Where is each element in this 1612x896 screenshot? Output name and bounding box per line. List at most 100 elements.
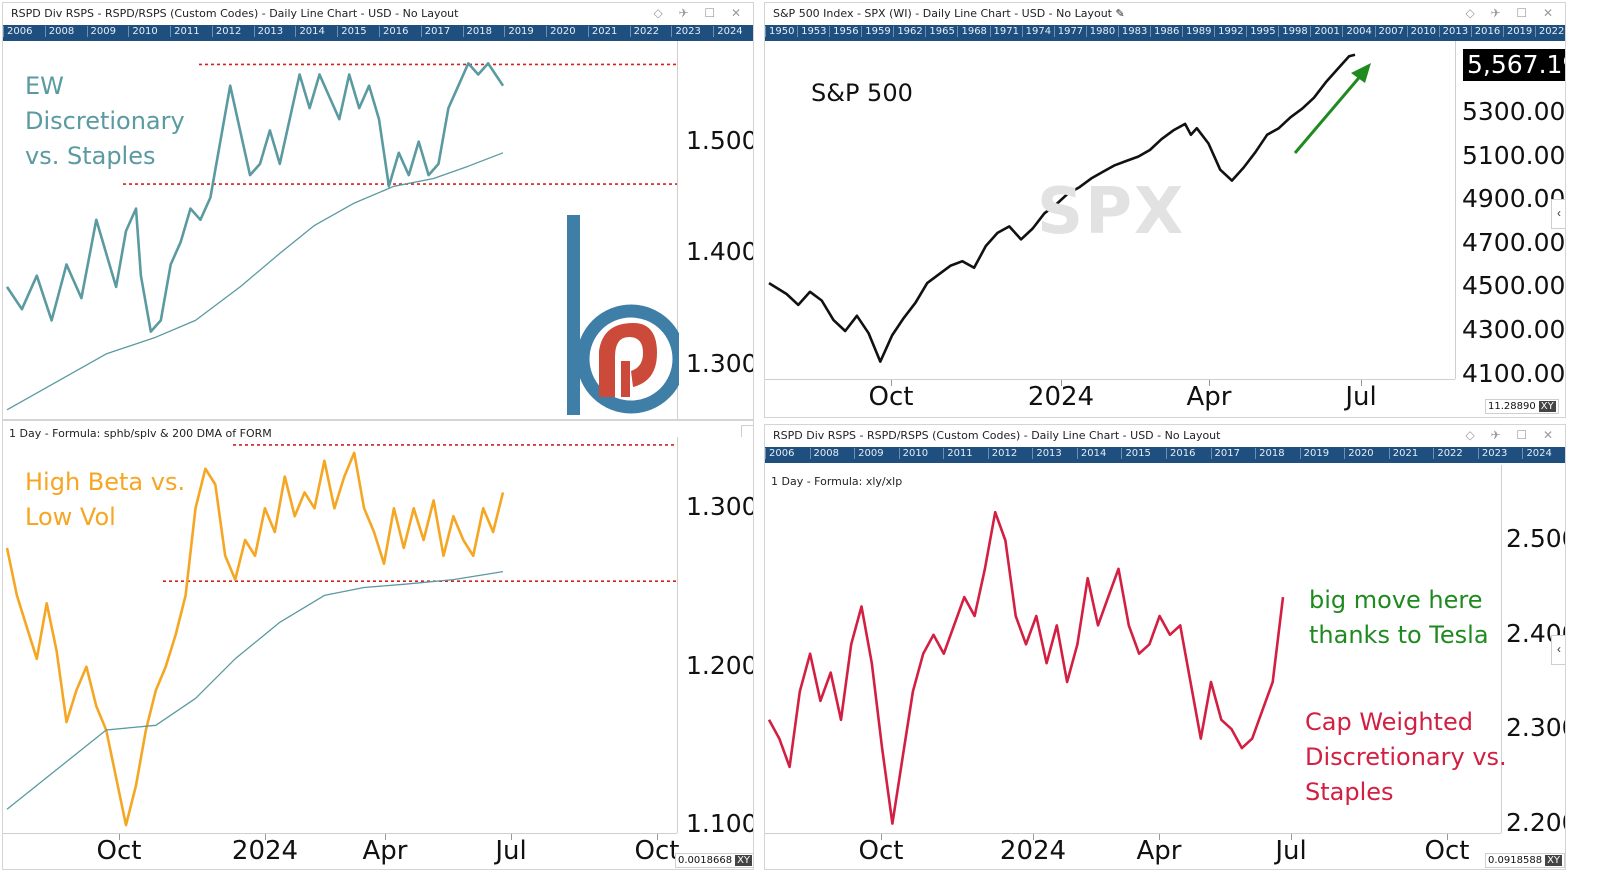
watermark-spx: SPX: [1037, 175, 1186, 249]
strip-year-label[interactable]: 1989: [1182, 26, 1211, 37]
strip-year-label[interactable]: 2006: [765, 448, 794, 459]
window-controls[interactable]: ◇ ✈ ☐ ✕: [1465, 6, 1559, 20]
strip-year-label[interactable]: 1959: [861, 26, 891, 37]
x-tick-label: Jul: [1275, 836, 1307, 866]
xy-value: 11.28890: [1488, 401, 1536, 412]
strip-year-label[interactable]: 2010: [1406, 26, 1436, 37]
strip-year-label[interactable]: 2015: [1121, 448, 1151, 459]
strip-year-label[interactable]: 2014: [1076, 448, 1106, 459]
y-tick-label: 2.300: [1506, 713, 1565, 743]
y-tick-label: 2.500: [1506, 524, 1565, 554]
strip-year-label[interactable]: 2024: [1522, 448, 1552, 459]
strip-year-label[interactable]: 2010: [128, 26, 158, 37]
strip-year-label[interactable]: 2019: [1502, 26, 1532, 37]
strip-year-label[interactable]: 1971: [989, 26, 1019, 37]
collapse-arrow-button[interactable]: ‹: [1551, 635, 1565, 665]
strip-year-label[interactable]: 2013: [1032, 448, 1062, 459]
strip-year-label[interactable]: 1974: [1021, 26, 1051, 37]
strip-year-label[interactable]: 1965: [925, 26, 955, 37]
edit-icon[interactable]: ✎: [1115, 7, 1125, 20]
x-tick-label: Apr: [1136, 836, 1182, 866]
xy-value: 0.0918588: [1488, 855, 1543, 866]
strip-year-label[interactable]: 2013: [253, 26, 283, 37]
chart-high-beta-vs-low-vol: [5, 444, 677, 827]
strip-year-label[interactable]: 1953: [797, 26, 827, 37]
strip-year-label[interactable]: 1968: [957, 26, 987, 37]
strip-year-label[interactable]: 2020: [1344, 448, 1374, 459]
strip-year-label[interactable]: 2010: [898, 448, 928, 459]
xy-readout[interactable]: 11.28890 XY: [1485, 399, 1559, 414]
strip-year-label[interactable]: 2011: [170, 26, 200, 37]
strip-year-label[interactable]: 2008: [809, 448, 839, 459]
strip-year-label[interactable]: 2020: [546, 26, 576, 37]
strip-year-label[interactable]: 2011: [943, 448, 973, 459]
strip-year-label[interactable]: 1950: [765, 26, 794, 37]
strip-year-label[interactable]: 2016: [1470, 26, 1500, 37]
strip-year-label[interactable]: 2021: [587, 26, 617, 37]
strip-year-label[interactable]: 2017: [1210, 448, 1240, 459]
strip-year-label[interactable]: 2017: [420, 26, 450, 37]
strip-year-label[interactable]: 1983: [1117, 26, 1147, 37]
strip-year-label[interactable]: 1998: [1278, 26, 1308, 37]
panel-ew-discretionary: RSPD Div RSPS - RSPD/RSPS (Custom Codes)…: [2, 2, 754, 420]
annotation-line: Low Vol: [25, 503, 116, 531]
strip-year-label[interactable]: 2006: [3, 26, 32, 37]
strip-year-label[interactable]: 2009: [854, 448, 884, 459]
strip-year-label[interactable]: 2022: [629, 26, 659, 37]
strip-year-label[interactable]: 2021: [1388, 448, 1418, 459]
strip-year-label[interactable]: 1962: [893, 26, 923, 37]
strip-year-label[interactable]: 2009: [86, 26, 116, 37]
green-arrow-head-icon: [1351, 63, 1371, 83]
annotation-line: Staples: [1305, 778, 1394, 806]
x-axis: Oct 2024 Apr Jul Oct: [3, 833, 679, 869]
formula-subtitle: 1 Day - Formula: xly/xlp: [771, 475, 903, 488]
series-line: [767, 510, 1285, 825]
panel-title: S&P 500 Index - SPX (WI) - Daily Line Ch…: [765, 3, 1565, 25]
xy-readout[interactable]: 0.0018668 XY: [675, 853, 753, 868]
window-controls[interactable]: ◇ ✈ ☐ ✕: [1465, 428, 1559, 442]
strip-year-label[interactable]: 1977: [1053, 26, 1083, 37]
strip-year-label[interactable]: 2016: [379, 26, 408, 37]
xy-readout[interactable]: 0.0918588 XY: [1485, 853, 1565, 868]
strip-year-label[interactable]: 2013: [1438, 26, 1468, 37]
strip-year-label[interactable]: 2018: [462, 26, 492, 37]
year-navigator-strip[interactable]: 1950 1953 1956 1959 1962 1965 1968 1971 1974 1977…: [765, 25, 1565, 41]
strip-year-label[interactable]: 2004: [1342, 26, 1372, 37]
strip-year-label[interactable]: 2022: [1433, 448, 1463, 459]
strip-year-label[interactable]: 2022: [1534, 26, 1564, 37]
strip-year-label[interactable]: 1986: [1149, 26, 1179, 37]
strip-year-label[interactable]: 1992: [1214, 26, 1244, 37]
strip-year-label[interactable]: 2001: [1310, 26, 1340, 37]
strip-year-label[interactable]: 2018: [1255, 448, 1285, 459]
year-navigator-strip[interactable]: 2006 2008 2009 2010 2011 2012 2013 2014 2015 2016…: [765, 447, 1565, 463]
year-navigator-strip[interactable]: 2006 2008 2009 2010 2011 2012 2013 2014 2015 2016…: [3, 25, 753, 41]
strip-year-label[interactable]: 2019: [504, 26, 534, 37]
x-tick-label: Oct: [868, 382, 914, 412]
strip-year-label[interactable]: 1995: [1246, 26, 1276, 37]
x-tick-mark: [119, 834, 120, 840]
y-tick-label: 4900.00: [1462, 184, 1566, 214]
chart-xly-vs-xlp: [767, 510, 1285, 825]
y-tick-label: 2.200: [1506, 807, 1565, 837]
annotation-line: Discretionary vs.: [1305, 743, 1507, 771]
strip-year-label[interactable]: 2014: [295, 26, 325, 37]
panel-sp500: S&P 500 Index - SPX (WI) - Daily Line Ch…: [764, 2, 1566, 418]
y-tick-label: 1.100: [686, 809, 754, 839]
strip-year-label[interactable]: 2023: [671, 26, 701, 37]
x-tick-mark: [1291, 834, 1292, 840]
strip-year-label[interactable]: 2024: [713, 26, 743, 37]
strip-year-label[interactable]: 1956: [829, 26, 859, 37]
strip-year-label[interactable]: 2012: [211, 26, 241, 37]
strip-year-label[interactable]: 2016: [1166, 448, 1195, 459]
strip-year-label[interactable]: 2012: [987, 448, 1017, 459]
series-line: [5, 62, 505, 333]
x-tick-mark: [1061, 380, 1062, 386]
strip-year-label[interactable]: 1980: [1085, 26, 1115, 37]
strip-year-label[interactable]: 2019: [1299, 448, 1329, 459]
strip-year-label[interactable]: 2023: [1477, 448, 1507, 459]
strip-year-label[interactable]: 2007: [1374, 26, 1404, 37]
collapse-arrow-button[interactable]: ‹: [1551, 199, 1565, 229]
strip-year-label[interactable]: 2015: [337, 26, 367, 37]
strip-year-label[interactable]: 2008: [44, 26, 74, 37]
window-controls[interactable]: ◇ ✈ ☐ ✕: [653, 6, 747, 20]
